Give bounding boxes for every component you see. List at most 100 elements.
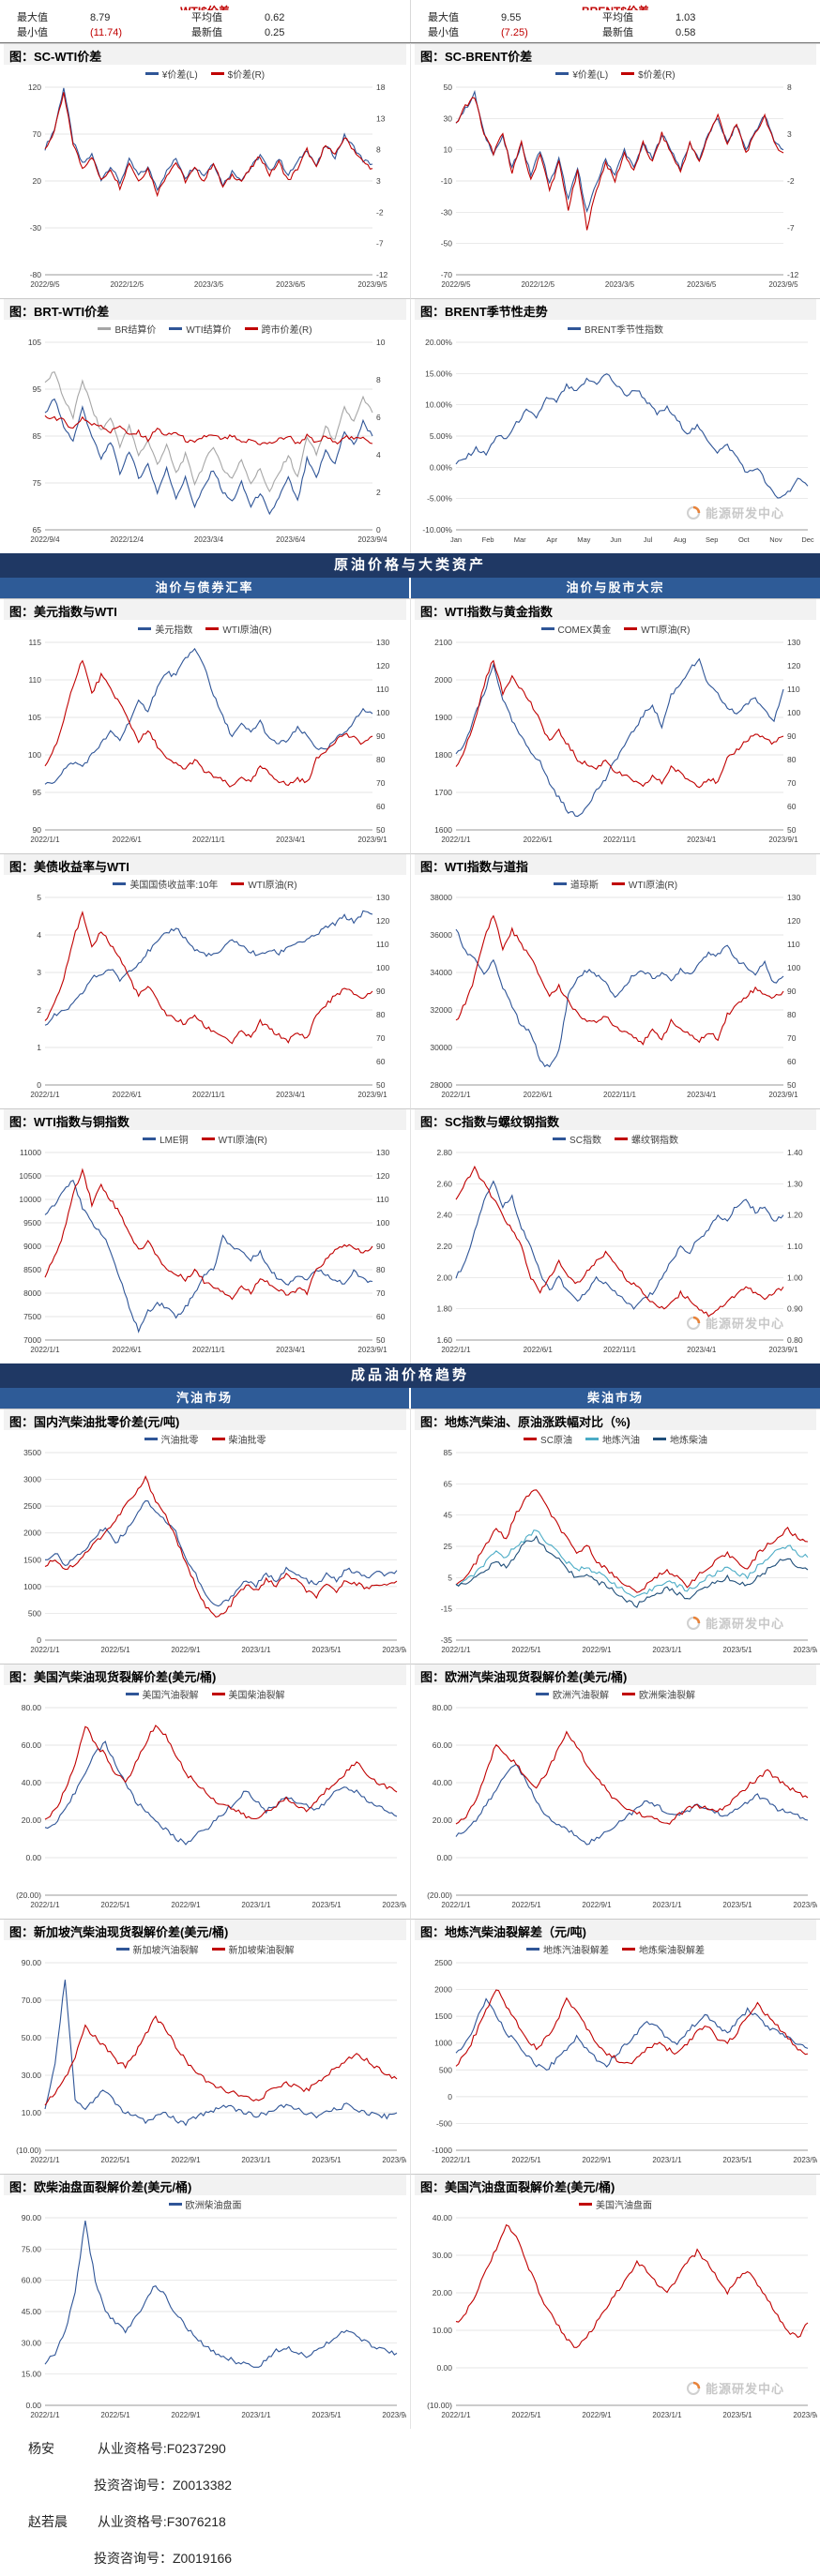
stat-value-negative: (11.74) (90, 27, 123, 38)
svg-text:5: 5 (37, 893, 41, 902)
svg-text:-70: -70 (441, 270, 453, 279)
svg-text:2023/1/1: 2023/1/1 (652, 1646, 682, 1654)
svg-text:120: 120 (376, 916, 389, 926)
chart-title: 图：SC指数与螺纹钢指数 (415, 1109, 816, 1130)
svg-text:2023/5/1: 2023/5/1 (722, 2156, 752, 2164)
legend-label: 欧洲柴油裂解 (639, 1691, 695, 1701)
svg-text:2022/1/1: 2022/1/1 (441, 2411, 471, 2419)
svg-text:2022/1/1: 2022/1/1 (441, 1346, 471, 1354)
svg-text:2022/9/1: 2022/9/1 (582, 2156, 612, 2164)
legend-swatch (244, 327, 258, 330)
svg-text:2023/1/1: 2023/1/1 (652, 2156, 682, 2164)
svg-text:2022/11/1: 2022/11/1 (192, 1346, 226, 1354)
legend-swatch (622, 1948, 635, 1951)
svg-text:2000: 2000 (434, 1985, 452, 1995)
chart-us-gasoline-paper-crack: 图：美国汽油盘面裂解价差(美元/桶) 美国汽油盘面 40.00 30.00 20.00 1… (410, 2174, 820, 2429)
svg-text:100: 100 (376, 1218, 389, 1228)
chart-title: 图：WTI指数与铜指数 (4, 1109, 406, 1130)
svg-text:2023/4/1: 2023/4/1 (276, 1091, 306, 1099)
svg-text:100: 100 (376, 708, 389, 717)
chart-sg-crack-spread: 图：新加坡汽柴油现货裂解价差(美元/桶) 新加坡汽油裂解 新加坡柴油裂解 90.00 7… (0, 1919, 410, 2174)
svg-text:-500: -500 (436, 2118, 452, 2128)
svg-text:50: 50 (787, 1080, 797, 1090)
svg-text:Aug: Aug (674, 535, 686, 544)
svg-text:105: 105 (28, 338, 41, 347)
svg-text:2500: 2500 (23, 1501, 41, 1511)
legend-swatch (113, 882, 127, 885)
chart-legend: SC原油 地炼汽油 地炼柴油 (415, 1431, 816, 1447)
chart-legend: SC指数 螺纹钢指数 (415, 1131, 816, 1147)
svg-text:1.40: 1.40 (787, 1148, 803, 1157)
svg-text:10.00%: 10.00% (425, 400, 452, 410)
svg-text:2022/11/1: 2022/11/1 (192, 1091, 226, 1099)
chart-title: 图：WTI指数与黄金指数 (415, 599, 816, 620)
svg-text:2023/9/1: 2023/9/1 (793, 2411, 817, 2419)
chart-legend: ¥价差(L) $价差(R) (415, 66, 816, 82)
chart-plot: 40.00 30.00 20.00 10.00 0.00 (10.00)2022/1/1 2… (427, 2213, 820, 2419)
svg-text:Jun: Jun (610, 535, 621, 544)
svg-text:-12: -12 (376, 270, 388, 279)
svg-text:9500: 9500 (23, 1218, 41, 1228)
chart-title: 图：BRENT季节性走势 (415, 299, 816, 320)
legend-swatch (144, 1438, 158, 1440)
legend-swatch (168, 2203, 182, 2206)
svg-text:2023/9/5: 2023/9/5 (357, 280, 387, 289)
svg-text:50: 50 (787, 825, 797, 835)
svg-text:500: 500 (439, 2065, 452, 2074)
stat-value: 0.58 (676, 27, 696, 38)
chart-title: 图：SC-WTI价差 (4, 44, 406, 65)
svg-text:2023/1/1: 2023/1/1 (652, 2411, 682, 2419)
section-banner-crude-and-assets: 原油价格与大类资产 (0, 553, 820, 578)
svg-text:20: 20 (33, 176, 42, 186)
stats-row: 最小值 (7.25) 最新值 0.58 (417, 25, 814, 40)
chart-row-group-2: 图：美元指数与WTI 美元指数 WTI原油(R) 115 110 105 100 95 90 13… (0, 598, 820, 1363)
svg-text:120: 120 (376, 661, 389, 670)
chart-title: 图：国内汽柴油批零价差(元/吨) (4, 1409, 406, 1430)
svg-text:32000: 32000 (430, 1005, 452, 1015)
svg-text:45: 45 (444, 1511, 453, 1520)
svg-text:Mar: Mar (514, 535, 526, 544)
legend-swatch (614, 1137, 628, 1140)
svg-text:Apr: Apr (546, 535, 557, 544)
svg-text:2023/9/1: 2023/9/1 (793, 1901, 817, 1909)
legend-label: $价差(R) (227, 70, 266, 81)
svg-text:2022/1/1: 2022/1/1 (30, 2411, 60, 2419)
svg-text:2023/1/1: 2023/1/1 (241, 1901, 271, 1909)
svg-text:65: 65 (444, 1479, 453, 1488)
svg-text:2023/5/1: 2023/5/1 (722, 2411, 752, 2419)
chart-legend: 汽油批零 柴油批零 (4, 1431, 406, 1447)
svg-text:Sep: Sep (706, 535, 718, 544)
legend-swatch (621, 72, 635, 75)
svg-text:1000: 1000 (434, 2039, 452, 2048)
chart-plot: 80.00 60.00 40.00 20.00 0.00 (20.00)2022/1/1 2… (427, 1703, 820, 1909)
svg-text:-35: -35 (441, 1635, 453, 1645)
svg-text:100: 100 (787, 963, 800, 972)
legend-label: ¥价差(L) (161, 70, 198, 81)
svg-text:-1000: -1000 (432, 2146, 452, 2155)
legend-label: 美国汽油裂解 (142, 1691, 199, 1701)
svg-text:2022/9/5: 2022/9/5 (30, 280, 60, 289)
svg-text:1000: 1000 (23, 1582, 41, 1591)
svg-text:4: 4 (376, 450, 381, 459)
legend-item: $价差(R) (621, 67, 676, 81)
svg-text:130: 130 (787, 893, 800, 902)
svg-text:2023/1/1: 2023/1/1 (241, 2156, 271, 2164)
svg-text:2023/9/1: 2023/9/1 (382, 1646, 406, 1654)
svg-text:100: 100 (787, 708, 800, 717)
svg-text:40.00: 40.00 (433, 1778, 453, 1787)
subheader-bonds-fx: 油价与债券汇率 (0, 578, 409, 598)
svg-text:2023/9/1: 2023/9/1 (793, 2156, 817, 2164)
svg-text:1600: 1600 (434, 825, 452, 835)
stat-label: 最新值 (602, 27, 633, 38)
svg-text:50: 50 (376, 825, 386, 835)
stat-value: 8.79 (90, 12, 111, 23)
chart-plot: 11000 10500 10000 9500 9000 8500 8000 7500 7000 1… (19, 1148, 389, 1354)
chart-legend: 美国国债收益率:10年 WTI原油(R) (4, 876, 406, 892)
stat-label: 平均值 (191, 12, 222, 23)
svg-text:8500: 8500 (23, 1265, 41, 1274)
svg-text:50: 50 (444, 83, 453, 92)
legend-swatch (231, 882, 245, 885)
chart-brent-seasonal: 图：BRENT季节性走势 BRENT季节性指数 20.00% 15.00% 10.00%… (410, 298, 820, 553)
svg-text:80.00: 80.00 (433, 1703, 453, 1712)
